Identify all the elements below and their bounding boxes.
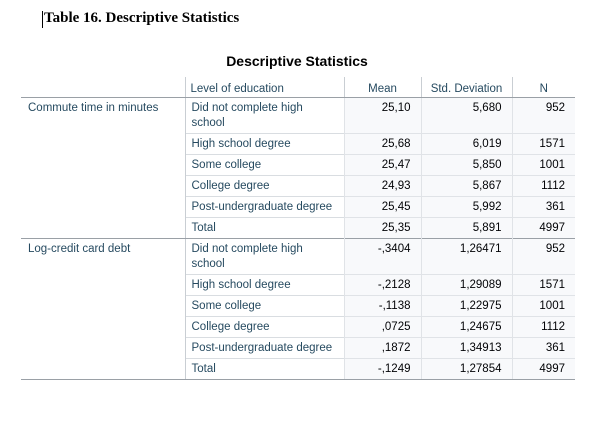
n-cell: 1112 — [511, 316, 575, 338]
n-cell: 952 — [511, 97, 575, 134]
level-cell: Some college — [184, 295, 344, 317]
header-corner — [21, 77, 185, 98]
variable-label-debt: Log-credit card debt — [21, 238, 185, 380]
std-cell: 1,26471 — [420, 238, 512, 275]
level-cell: Did not complete high school — [184, 97, 344, 134]
header-mean: Mean — [343, 77, 421, 98]
level-cell: College degree — [184, 175, 344, 197]
n-cell: 361 — [511, 337, 575, 359]
table-row: Post-undergraduate degree 25,45 5,992 36… — [21, 196, 575, 218]
mean-cell: 25,10 — [343, 97, 421, 134]
table-row: Total 25,35 5,891 4997 — [21, 217, 575, 239]
table-row: Some college -,1138 1,22975 1001 — [21, 295, 575, 317]
std-cell: 5,850 — [420, 154, 512, 176]
std-cell: 5,680 — [420, 97, 512, 134]
mean-cell: ,1872 — [343, 337, 421, 359]
std-cell: 1,24675 — [420, 316, 512, 338]
mean-cell: 25,35 — [343, 217, 421, 239]
mean-cell: -,3404 — [343, 238, 421, 275]
mean-cell: -,2128 — [343, 274, 421, 296]
table-row: College degree ,0725 1,24675 1112 — [21, 316, 575, 338]
n-cell: 1571 — [511, 274, 575, 296]
std-cell: 5,992 — [420, 196, 512, 218]
table-caption: Table 16. Descriptive Statistics — [44, 10, 240, 26]
mean-cell: 25,68 — [343, 133, 421, 155]
mean-cell: -,1249 — [343, 358, 421, 380]
mean-cell: ,0725 — [343, 316, 421, 338]
level-cell: Total — [184, 217, 344, 239]
level-cell: Total — [184, 358, 344, 380]
level-cell: Post-undergraduate degree — [184, 337, 344, 359]
table-row: Commute time in minutes Did not complete… — [21, 97, 575, 239]
header-std: Std. Deviation — [420, 77, 512, 98]
level-cell: High school degree — [184, 133, 344, 155]
table-row: Log-credit card debt Did not complete hi… — [21, 238, 575, 380]
mean-cell: 25,45 — [343, 196, 421, 218]
std-cell: 5,891 — [420, 217, 512, 239]
n-cell: 361 — [511, 196, 575, 218]
std-cell: 1,34913 — [420, 337, 512, 359]
table-row: High school degree 25,68 6,019 1571 — [21, 133, 575, 155]
header-level: Level of education — [184, 77, 344, 98]
variable-label-commute: Commute time in minutes — [21, 97, 185, 239]
n-cell: 1112 — [511, 175, 575, 197]
n-cell: 952 — [511, 238, 575, 275]
table-row: College degree 24,93 5,867 1112 — [21, 175, 575, 197]
n-cell: 1001 — [511, 154, 575, 176]
table-row: Total -,1249 1,27854 4997 — [21, 358, 575, 380]
level-cell: Did not complete high school — [184, 238, 344, 275]
level-cell: High school degree — [184, 274, 344, 296]
table-title: Descriptive Statistics — [226, 53, 368, 69]
std-cell: 5,867 — [420, 175, 512, 197]
text-cursor — [42, 11, 43, 28]
std-cell: 1,22975 — [420, 295, 512, 317]
mean-cell: 25,47 — [343, 154, 421, 176]
level-cell: Post-undergraduate degree — [184, 196, 344, 218]
n-cell: 1001 — [511, 295, 575, 317]
level-cell: Some college — [184, 154, 344, 176]
table-row: Post-undergraduate degree ,1872 1,34913 … — [21, 337, 575, 359]
header-row: Level of education Mean Std. Deviation N — [21, 77, 575, 98]
descriptive-statistics-table: Level of education Mean Std. Deviation N… — [21, 77, 575, 380]
table-row: High school degree -,2128 1,29089 1571 — [21, 274, 575, 296]
std-cell: 1,27854 — [420, 358, 512, 380]
n-cell: 4997 — [511, 358, 575, 380]
std-cell: 6,019 — [420, 133, 512, 155]
std-cell: 1,29089 — [420, 274, 512, 296]
table-row: Some college 25,47 5,850 1001 — [21, 154, 575, 176]
mean-cell: -,1138 — [343, 295, 421, 317]
level-cell: College degree — [184, 316, 344, 338]
mean-cell: 24,93 — [343, 175, 421, 197]
header-n: N — [511, 77, 575, 98]
n-cell: 4997 — [511, 217, 575, 239]
n-cell: 1571 — [511, 133, 575, 155]
